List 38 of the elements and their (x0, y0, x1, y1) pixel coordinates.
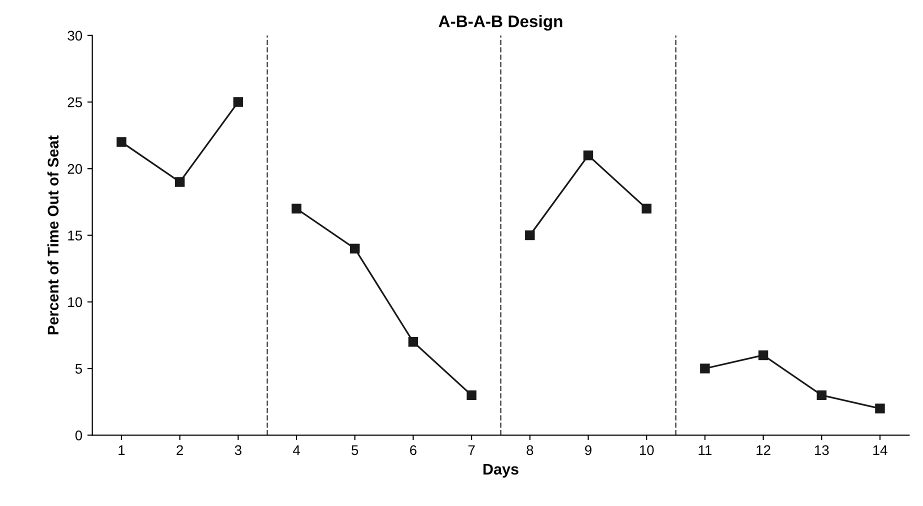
x-tick-label: 8 (526, 445, 534, 456)
point (642, 204, 652, 214)
y-tick-label: 25 (68, 97, 82, 108)
point (758, 350, 768, 360)
y-tick-label: 30 (68, 30, 82, 41)
y-axis-title: Percent of Time Out of Seat (47, 135, 59, 334)
x-tick-label: 2 (176, 445, 183, 455)
x-tick-label: 13 (814, 445, 829, 456)
point (700, 364, 710, 374)
point (408, 337, 418, 347)
x-tick-label: 14 (873, 445, 888, 455)
x-tick-label: 7 (468, 445, 475, 455)
y-tick-label: 15 (68, 230, 82, 240)
x-tick-label: 4 (292, 445, 300, 455)
x-tick-label: 6 (410, 445, 416, 456)
x-axis-title: Days (483, 464, 518, 478)
point (466, 390, 476, 400)
x-tick-label: 9 (585, 445, 592, 456)
point (875, 404, 885, 414)
point (174, 177, 185, 187)
point (233, 97, 244, 107)
y-tick-label: 0 (75, 430, 82, 440)
x-tick-label: 11 (698, 445, 712, 455)
x-tick-label: 1 (118, 445, 125, 455)
x-tick-label: 5 (352, 445, 358, 456)
point (525, 230, 535, 240)
chart-title: A-B-A-B Design (438, 15, 562, 31)
y-tick-label: 20 (68, 164, 82, 174)
point (116, 137, 126, 147)
x-tick-label: 3 (234, 445, 242, 456)
point (350, 244, 360, 254)
point (583, 150, 594, 160)
x-tick-label: 12 (756, 445, 770, 455)
y-tick-label: 10 (68, 297, 82, 308)
point (816, 390, 826, 400)
y-tick-label: 5 (75, 364, 82, 374)
x-tick-label: 10 (640, 445, 654, 456)
point (292, 204, 302, 214)
